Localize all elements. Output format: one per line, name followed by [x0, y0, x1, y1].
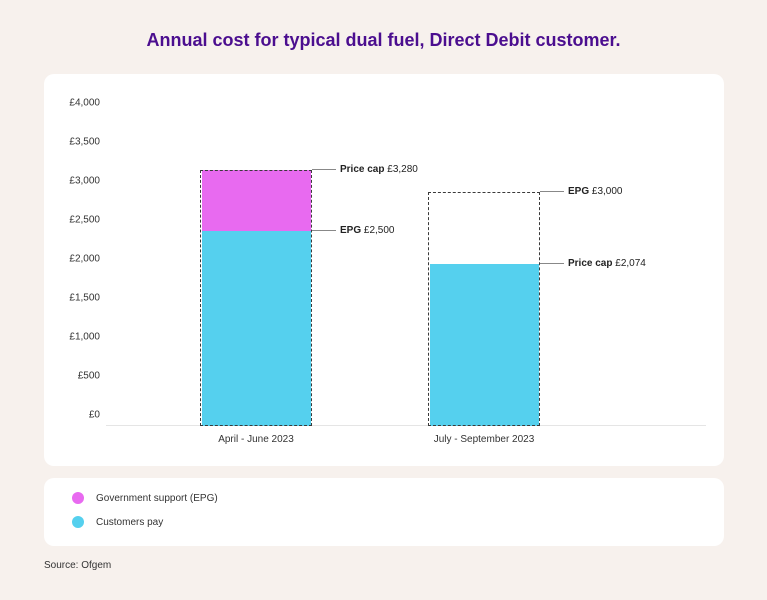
y-tick-label: £0 — [89, 410, 106, 421]
callout-label: EPG £3,000 — [568, 186, 623, 197]
legend-swatch — [72, 516, 84, 528]
x-category-label: April - June 2023 — [218, 426, 294, 445]
callout-line — [540, 263, 564, 264]
callout-label: EPG £2,500 — [340, 225, 395, 236]
callout-line — [312, 169, 336, 170]
y-tick-label: £3,000 — [69, 176, 106, 187]
bar-group: April - June 2023 — [200, 170, 312, 426]
x-category-label: July - September 2023 — [434, 426, 535, 445]
chart-title: Annual cost for typical dual fuel, Direc… — [0, 30, 767, 51]
y-tick-label: £500 — [78, 371, 106, 382]
plot-area: £0£500£1,000£1,500£2,000£2,500£3,000£3,5… — [106, 114, 706, 426]
y-tick-label: £3,500 — [69, 137, 106, 148]
y-tick-label: £4,000 — [69, 98, 106, 109]
x-axis-baseline — [106, 425, 706, 426]
callout-label: Price cap £2,074 — [568, 258, 646, 269]
legend-label: Government support (EPG) — [96, 493, 218, 504]
bar-dashed-outline — [200, 170, 312, 426]
y-tick-label: £2,500 — [69, 215, 106, 226]
callout-line — [312, 230, 336, 231]
legend-card: Government support (EPG) Customers pay — [44, 478, 724, 546]
callout-line — [540, 191, 564, 192]
bar-dashed-outline — [428, 192, 540, 426]
callout-label: Price cap £3,280 — [340, 164, 418, 175]
bar-group: July - September 2023 — [428, 192, 540, 426]
legend-label: Customers pay — [96, 517, 163, 528]
source-text: Source: Ofgem — [44, 560, 111, 571]
y-tick-label: £1,500 — [69, 293, 106, 304]
legend-item: Customers pay — [72, 516, 696, 528]
chart-card: £0 £500 £1,000 £1,500 £2,000 £2,500 £3,000 £3,5… — [44, 74, 724, 466]
y-tick-label: £2,000 — [69, 254, 106, 265]
y-tick-label: £1,000 — [69, 332, 106, 343]
legend-item: Government support (EPG) — [72, 492, 696, 504]
legend-swatch — [72, 492, 84, 504]
